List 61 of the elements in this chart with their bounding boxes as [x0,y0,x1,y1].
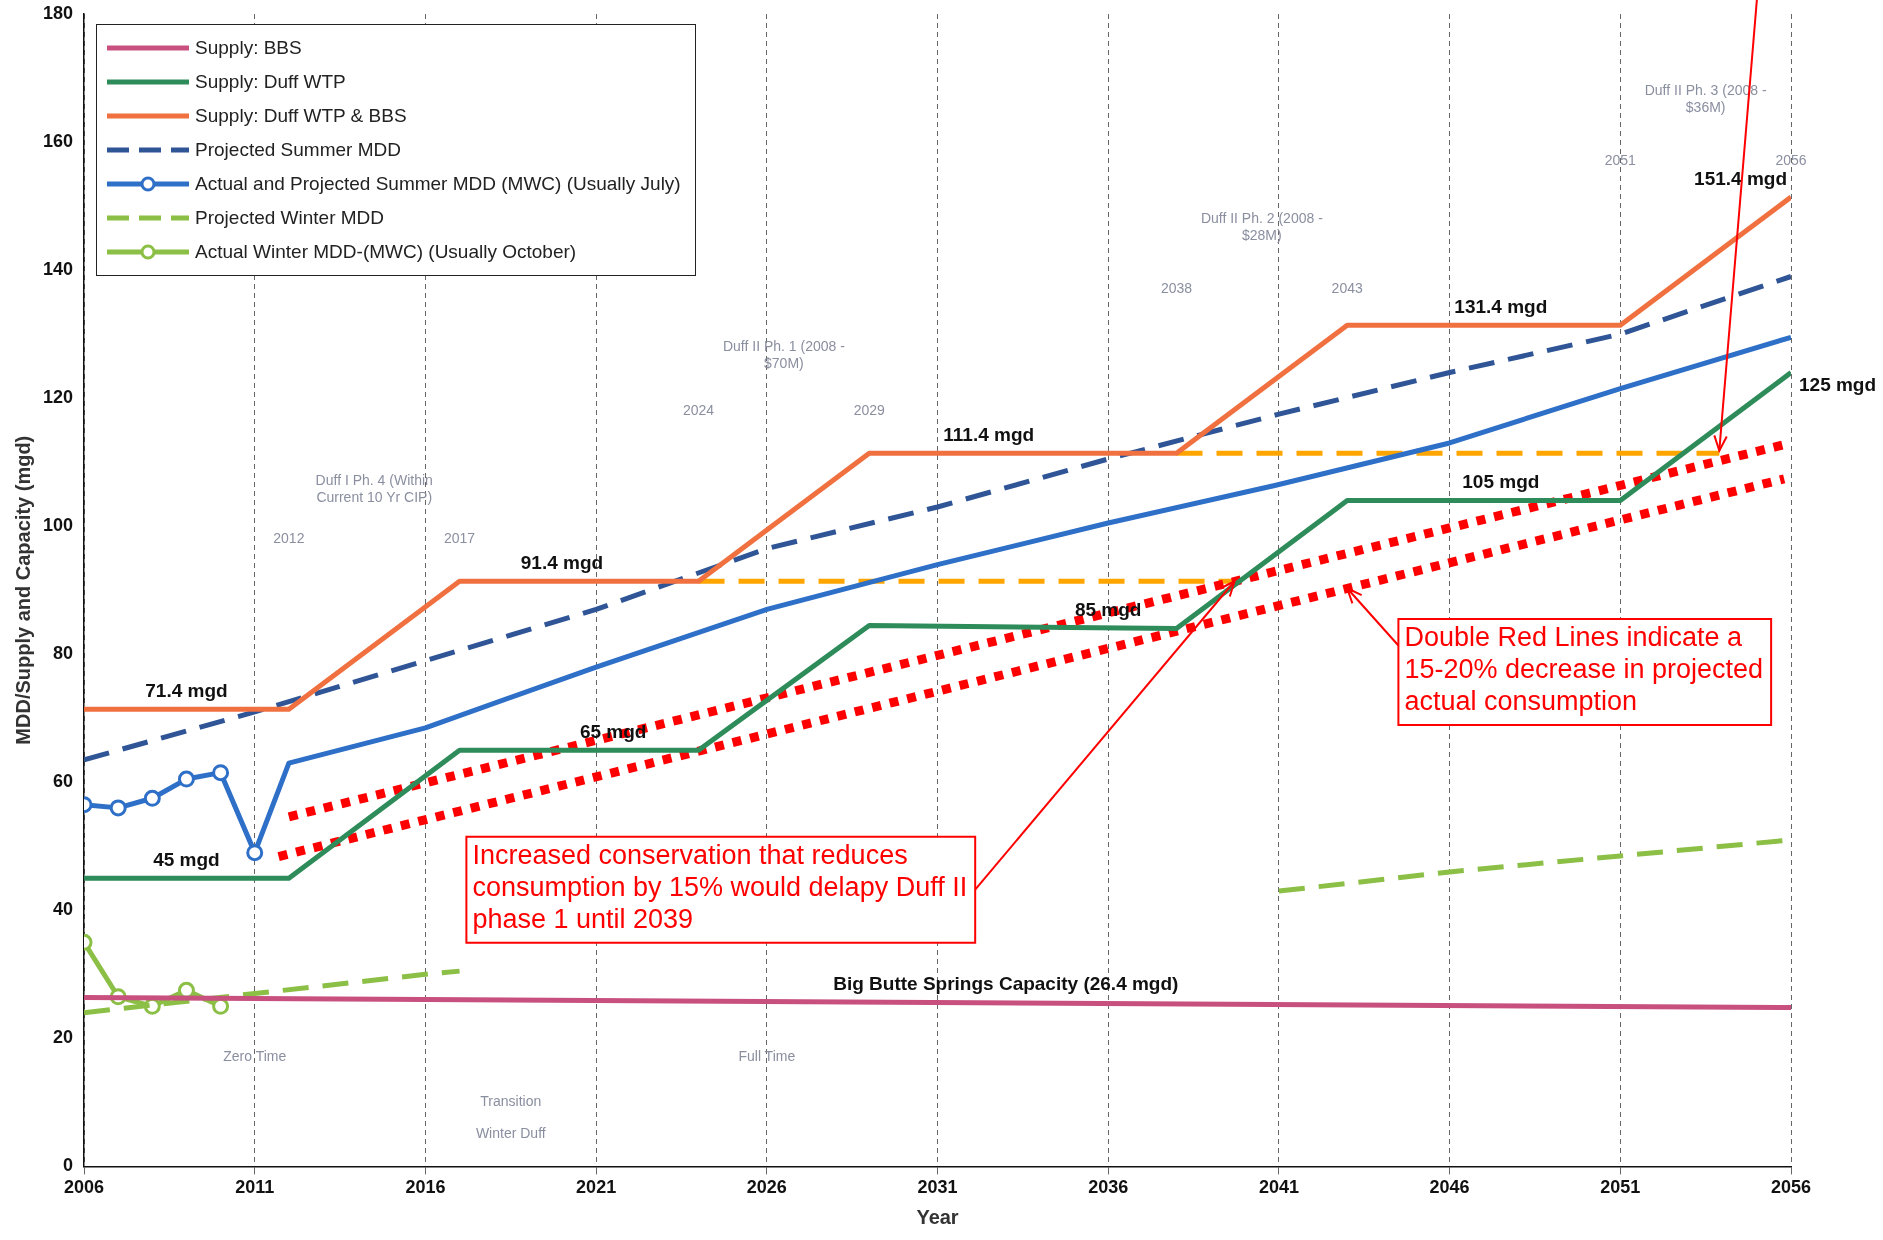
legend-label: Projected Summer MDD [195,139,401,161]
annotation: 45 mgd [153,849,220,871]
annotation: 2029 [853,401,886,418]
point [109,799,127,817]
annotation: 2051 [1604,152,1637,169]
annotation: 111.4 mgd [943,423,1035,445]
x-tick-label: 2046 [1429,1177,1470,1198]
legend-label: Actual and Projected Summer MDD (MWC) (Usually July) [195,173,681,195]
annotation: 125 mgd [1799,374,1877,396]
annotation: 131.4 mgd [1454,295,1548,317]
x-tick-label: 2021 [576,1177,617,1198]
x-tick-label: 2041 [1258,1177,1299,1198]
x-tick-label: 2016 [405,1177,446,1198]
y-tick-label: 80 [53,643,74,664]
annotation: 71.4 mgd [145,680,228,702]
annotation: 2012 [273,529,305,546]
legend-label: Supply: Duff WTP & BBS [195,105,407,127]
x-tick-label: 2006 [64,1177,105,1198]
annotation: Increased conservation that reduces consumption by 15% would delapy Duff II phase 1 until 2039 [472,839,968,934]
x-tick-label: 2031 [917,1177,958,1198]
x-tick-label: 2051 [1600,1177,1641,1198]
annotation: 2038 [1160,280,1193,297]
y-tick-label: 20 [53,1027,74,1048]
y-tick-label: 0 [63,1155,74,1176]
x-axis-title: Year [916,1205,959,1228]
annotation: Big Butte Springs Capacity (26.4 mgd) [833,973,1179,995]
annotation: Duff II Ph. 1 (2008 - $70M) [722,337,846,371]
y-tick-label: 180 [42,2,74,23]
y-tick-label: 100 [42,515,74,536]
annotation: Transition [480,1093,542,1110]
x-tick-label: 2036 [1088,1177,1129,1198]
y-tick-label: 40 [53,899,74,920]
annotation: 105 mgd [1462,471,1540,493]
x-tick-label: 2026 [746,1177,787,1198]
legend-label: Supply: BBS [195,37,302,59]
x-tick-label: 2011 [235,1177,275,1198]
legend-label: Actual Winter MDD-(MWC) (Usually October) [195,241,577,263]
y-axis-title: MDD/Supply and Capacity (mgd) [11,435,34,745]
annotation: 2024 [682,401,715,418]
point [177,770,195,788]
annotation: Full Time [738,1048,796,1065]
y-tick-label: 160 [42,131,74,152]
annotation: 151.4 mgd [1694,167,1787,189]
point [143,789,161,807]
annotation: Zero Time [223,1048,287,1065]
annotation: Duff I Ph. 4 (Within Current 10 Yr CIP) [315,472,433,506]
y-tick-label: 140 [42,259,74,280]
annotation: 2056 [1775,152,1807,169]
legend-label: Projected Winter MDD [195,207,385,229]
x-tick-label: 2056 [1770,1177,1812,1198]
annotation: Winter Duff [475,1125,546,1142]
annotation: 2043 [1331,280,1363,297]
point [212,764,230,782]
annotation: Double Red Lines indicate a 15-20% decrease in projected actual consumption [1404,621,1764,716]
y-tick-label: 60 [53,771,74,792]
annotation: 2017 [443,529,476,546]
point [246,844,264,862]
legend-label: Supply: Duff WTP [195,71,346,93]
annotation: Duff II Ph. 2 (2008 - $28M) [1200,209,1324,243]
annotation: 91.4 mgd [520,551,604,573]
y-tick-label: 120 [42,387,74,408]
